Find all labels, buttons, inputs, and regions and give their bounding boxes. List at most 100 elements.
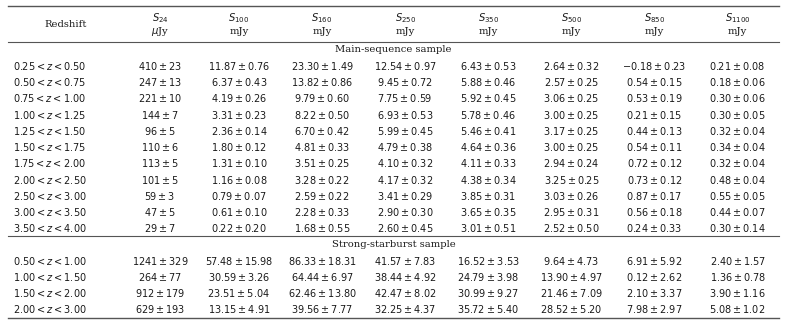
Text: $62.46 \pm 13.80$: $62.46 \pm 13.80$	[287, 287, 357, 299]
Text: $13.90 \pm 4.97$: $13.90 \pm 4.97$	[540, 271, 603, 283]
Text: $0.32 \pm 0.04$: $0.32 \pm 0.04$	[709, 157, 766, 169]
Text: $6.70 \pm 0.42$: $6.70 \pm 0.42$	[294, 125, 350, 137]
Text: $1.16 \pm 0.08$: $1.16 \pm 0.08$	[211, 174, 268, 186]
Text: $3.41 \pm 0.29$: $3.41 \pm 0.29$	[377, 190, 433, 202]
Text: $144 \pm 7$: $144 \pm 7$	[141, 109, 179, 121]
Text: $39.56 \pm 7.77$: $39.56 \pm 7.77$	[291, 303, 353, 315]
Text: $3.28 \pm 0.22$: $3.28 \pm 0.22$	[294, 174, 349, 186]
Text: $0.21 \pm 0.15$: $0.21 \pm 0.15$	[626, 109, 682, 121]
Text: $0.32 \pm 0.04$: $0.32 \pm 0.04$	[709, 125, 766, 137]
Text: $3.90 \pm 1.16$: $3.90 \pm 1.16$	[709, 287, 766, 299]
Text: $0.48 \pm 0.04$: $0.48 \pm 0.04$	[709, 174, 766, 186]
Text: $2.00 < z < 2.50$: $2.00 < z < 2.50$	[13, 174, 87, 186]
Text: $11.87 \pm 0.76$: $11.87 \pm 0.76$	[208, 60, 270, 72]
Text: $2.60 \pm 0.45$: $2.60 \pm 0.45$	[377, 222, 434, 234]
Text: $6.37 \pm 0.43$: $6.37 \pm 0.43$	[211, 76, 268, 88]
Text: $0.54 \pm 0.11$: $0.54 \pm 0.11$	[626, 141, 682, 153]
Text: $9.79 \pm 0.60$: $9.79 \pm 0.60$	[294, 92, 350, 104]
Text: $3.65 \pm 0.35$: $3.65 \pm 0.35$	[460, 206, 516, 218]
Text: $7.75 \pm 0.59$: $7.75 \pm 0.59$	[378, 92, 433, 104]
Text: $1.25 < z < 1.50$: $1.25 < z < 1.50$	[13, 125, 86, 137]
Text: $3.00 \pm 0.25$: $3.00 \pm 0.25$	[543, 141, 600, 153]
Text: $0.56 \pm 0.18$: $0.56 \pm 0.18$	[626, 206, 683, 218]
Text: $2.36 \pm 0.14$: $2.36 \pm 0.14$	[211, 125, 268, 137]
Text: $1.50 < z < 1.75$: $1.50 < z < 1.75$	[13, 141, 86, 153]
Text: $0.73 \pm 0.12$: $0.73 \pm 0.12$	[626, 174, 682, 186]
Text: $1.75 < z < 2.00$: $1.75 < z < 2.00$	[13, 157, 86, 169]
Text: $S_{1100}$: $S_{1100}$	[725, 11, 751, 25]
Text: $0.54 \pm 0.15$: $0.54 \pm 0.15$	[626, 76, 683, 88]
Text: $3.25 \pm 0.25$: $3.25 \pm 0.25$	[544, 174, 599, 186]
Text: $2.95 \pm 0.31$: $2.95 \pm 0.31$	[543, 206, 600, 218]
Text: mJy: mJy	[478, 27, 498, 36]
Text: mJy: mJy	[728, 27, 747, 36]
Text: $2.10 \pm 3.37$: $2.10 \pm 3.37$	[626, 287, 683, 299]
Text: $8.22 \pm 0.50$: $8.22 \pm 0.50$	[294, 109, 350, 121]
Text: $0.50 < z < 1.00$: $0.50 < z < 1.00$	[13, 255, 87, 267]
Text: $9.64 \pm 4.73$: $9.64 \pm 4.73$	[544, 255, 599, 267]
Text: $1.36 \pm 0.78$: $1.36 \pm 0.78$	[710, 271, 766, 283]
Text: $59 \pm 3$: $59 \pm 3$	[145, 190, 176, 202]
Text: $0.75 < z < 1.00$: $0.75 < z < 1.00$	[13, 92, 86, 104]
Text: $23.30 \pm 1.49$: $23.30 \pm 1.49$	[290, 60, 353, 72]
Text: $57.48 \pm 15.98$: $57.48 \pm 15.98$	[205, 255, 273, 267]
Text: $5.99 \pm 0.45$: $5.99 \pm 0.45$	[377, 125, 434, 137]
Text: $5.92 \pm 0.45$: $5.92 \pm 0.45$	[460, 92, 516, 104]
Text: $0.12 \pm 2.62$: $0.12 \pm 2.62$	[626, 271, 682, 283]
Text: $5.08 \pm 1.02$: $5.08 \pm 1.02$	[709, 303, 766, 315]
Text: $38.44 \pm 4.92$: $38.44 \pm 4.92$	[374, 271, 436, 283]
Text: $3.17 \pm 0.25$: $3.17 \pm 0.25$	[543, 125, 600, 137]
Text: $3.50 < z < 4.00$: $3.50 < z < 4.00$	[13, 222, 87, 234]
Text: $0.87 \pm 0.17$: $0.87 \pm 0.17$	[626, 190, 682, 202]
Text: $S_{500}$: $S_{500}$	[560, 11, 582, 25]
Text: $64.44 \pm 6.97$: $64.44 \pm 6.97$	[290, 271, 353, 283]
Text: $101 \pm 5$: $101 \pm 5$	[141, 174, 179, 186]
Text: $4.64 \pm 0.36$: $4.64 \pm 0.36$	[460, 141, 516, 153]
Text: $2.59 \pm 0.22$: $2.59 \pm 0.22$	[294, 190, 349, 202]
Text: $1.00 < z < 1.50$: $1.00 < z < 1.50$	[13, 271, 87, 283]
Text: mJy: mJy	[229, 27, 249, 36]
Text: $0.25 < z < 0.50$: $0.25 < z < 0.50$	[13, 60, 86, 72]
Text: $0.44 \pm 0.13$: $0.44 \pm 0.13$	[626, 125, 683, 137]
Text: $0.30 \pm 0.05$: $0.30 \pm 0.05$	[709, 109, 766, 121]
Text: $1.80 \pm 0.12$: $1.80 \pm 0.12$	[211, 141, 267, 153]
Text: $3.00 < z < 3.50$: $3.00 < z < 3.50$	[13, 206, 87, 218]
Text: $1.31 \pm 0.10$: $1.31 \pm 0.10$	[211, 157, 268, 169]
Text: $4.79 \pm 0.38$: $4.79 \pm 0.38$	[377, 141, 433, 153]
Text: $2.90 \pm 0.30$: $2.90 \pm 0.30$	[377, 206, 434, 218]
Text: $3.31 \pm 0.23$: $3.31 \pm 0.23$	[211, 109, 267, 121]
Text: $3.00 \pm 0.25$: $3.00 \pm 0.25$	[543, 109, 600, 121]
Text: $1.00 < z < 1.25$: $1.00 < z < 1.25$	[13, 109, 86, 121]
Text: $0.61 \pm 0.10$: $0.61 \pm 0.10$	[211, 206, 268, 218]
Text: Main-sequence sample: Main-sequence sample	[335, 45, 452, 54]
Text: $S_{24}$: $S_{24}$	[152, 11, 168, 25]
Text: $S_{850}$: $S_{850}$	[644, 11, 665, 25]
Text: $0.53 \pm 0.19$: $0.53 \pm 0.19$	[626, 92, 683, 104]
Text: $3.03 \pm 0.26$: $3.03 \pm 0.26$	[543, 190, 600, 202]
Text: $6.91 \pm 5.92$: $6.91 \pm 5.92$	[626, 255, 682, 267]
Text: $3.85 \pm 0.31$: $3.85 \pm 0.31$	[460, 190, 516, 202]
Text: $3.51 \pm 0.25$: $3.51 \pm 0.25$	[294, 157, 350, 169]
Text: $0.30 \pm 0.14$: $0.30 \pm 0.14$	[709, 222, 766, 234]
Text: $29 \pm 7$: $29 \pm 7$	[144, 222, 176, 234]
Text: $0.30 \pm 0.06$: $0.30 \pm 0.06$	[709, 92, 766, 104]
Text: $2.00 < z < 3.00$: $2.00 < z < 3.00$	[13, 303, 87, 315]
Text: $S_{350}$: $S_{350}$	[478, 11, 499, 25]
Text: $9.45 \pm 0.72$: $9.45 \pm 0.72$	[377, 76, 433, 88]
Text: $0.22 \pm 0.20$: $0.22 \pm 0.20$	[211, 222, 267, 234]
Text: $6.43 \pm 0.53$: $6.43 \pm 0.53$	[460, 60, 516, 72]
Text: $35.72 \pm 5.40$: $35.72 \pm 5.40$	[457, 303, 519, 315]
Text: $S_{100}$: $S_{100}$	[228, 11, 249, 25]
Text: $23.51 \pm 5.04$: $23.51 \pm 5.04$	[208, 287, 271, 299]
Text: $2.64 \pm 0.32$: $2.64 \pm 0.32$	[543, 60, 600, 72]
Text: $0.72 \pm 0.12$: $0.72 \pm 0.12$	[626, 157, 682, 169]
Text: $5.46 \pm 0.41$: $5.46 \pm 0.41$	[460, 125, 516, 137]
Text: $113 \pm 5$: $113 \pm 5$	[141, 157, 179, 169]
Text: $\mu$Jy: $\mu$Jy	[151, 25, 169, 38]
Text: $2.52 \pm 0.50$: $2.52 \pm 0.50$	[543, 222, 600, 234]
Text: $4.38 \pm 0.34$: $4.38 \pm 0.34$	[460, 174, 516, 186]
Text: $4.10 \pm 0.32$: $4.10 \pm 0.32$	[377, 157, 434, 169]
Text: $7.98 \pm 2.97$: $7.98 \pm 2.97$	[626, 303, 683, 315]
Text: $24.79 \pm 3.98$: $24.79 \pm 3.98$	[457, 271, 519, 283]
Text: $2.57 \pm 0.25$: $2.57 \pm 0.25$	[544, 76, 599, 88]
